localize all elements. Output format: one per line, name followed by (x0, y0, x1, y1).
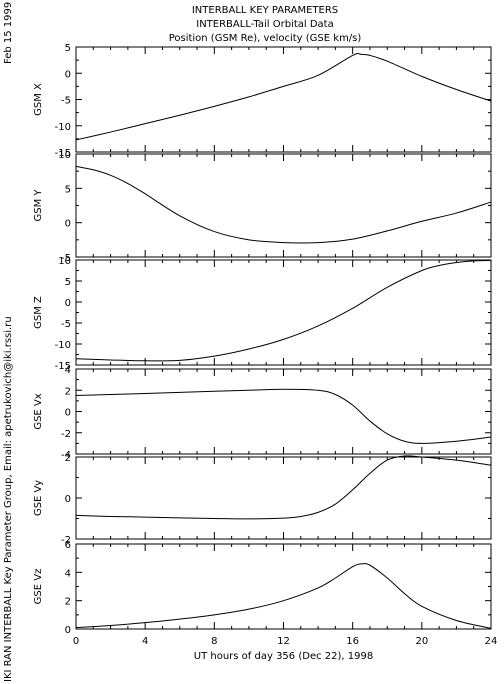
x-tick-label: 20 (415, 636, 428, 647)
y-tick-label: 5 (65, 277, 71, 288)
panel-gsm-y: 10 5 0 -5 GSM Y (33, 150, 492, 264)
y-tick-label: -15 (55, 148, 71, 159)
y-axis-label: GSM X (33, 83, 44, 116)
series-line (75, 259, 492, 362)
y-tick-label: -2 (61, 535, 71, 546)
y-tick-label: 10 (58, 256, 71, 267)
y-tick-label: 0 (65, 625, 71, 636)
series-line (75, 165, 492, 244)
y-tick-label: -5 (61, 253, 71, 264)
y-tick-label: 6 (65, 540, 71, 551)
series-line (75, 455, 492, 520)
y-tick-label: 0 (65, 298, 71, 309)
y-axis-label: GSE Vx (33, 393, 44, 429)
y-tick-label: -5 (61, 319, 71, 330)
x-tick-label: 0 (73, 636, 79, 647)
y-tick-label: -10 (55, 340, 71, 351)
y-tick-label: -5 (61, 96, 71, 107)
chart-title-line-2: INTERBALL-Tail Orbital Data (196, 19, 333, 30)
panel-frame (75, 46, 492, 153)
date-stamp: Feb 15 1999 (3, 2, 14, 64)
x-tick-label: 24 (485, 636, 498, 647)
y-tick-label: 0 (65, 408, 71, 419)
panel-frame (75, 456, 492, 540)
panels: 5 0 -5 -10 -15 GSM X 10 5 0 -5 GSM Y 10 5 0 -5 -10 -15 GS… (33, 43, 497, 662)
y-axis-label: GSE Vz (33, 569, 44, 605)
panel-frame (75, 259, 492, 366)
y-tick-label: 5 (65, 43, 71, 54)
panel-gsm-x: 5 0 -5 -10 -15 GSM X (33, 43, 492, 159)
y-tick-label: 4 (65, 365, 71, 376)
panel-gsm-z: 10 5 0 -5 -10 -15 GSM Z (33, 256, 492, 372)
y-tick-label: -4 (61, 450, 71, 461)
y-axis-label: GSM Z (33, 296, 44, 329)
y-tick-label: 10 (58, 150, 71, 161)
y-axis-label: GSM Y (33, 189, 44, 222)
chart-title-line-1: INTERBALL KEY PARAMETERS (192, 5, 338, 16)
credit-line: IKI RAN INTERBALL Key Parameter Group, E… (3, 316, 14, 682)
x-axis-label: UT hours of day 356 (Dec 22), 1998 (194, 651, 373, 662)
y-tick-label: 2 (65, 453, 71, 464)
y-axis-label: GSE Vy (33, 480, 44, 516)
y-tick-label: -2 (61, 429, 71, 440)
y-tick-label: 0 (65, 219, 71, 230)
x-tick-label: 4 (142, 636, 148, 647)
x-tick-label: 8 (211, 636, 217, 647)
chart-title-line-3: Position (GSM Re), velocity (GSE km/s) (169, 33, 362, 44)
y-tick-label: 4 (65, 568, 71, 579)
y-tick-label: 2 (65, 597, 71, 608)
x-tick-label: 12 (277, 636, 290, 647)
y-tick-label: -15 (55, 361, 71, 372)
chart-header: INTERBALL KEY PARAMETERS INTERBALL-Tail … (3, 2, 361, 682)
panel-frame (75, 543, 492, 630)
y-tick-label: -10 (55, 122, 71, 133)
series-line (75, 563, 492, 629)
panel-frame (75, 368, 492, 455)
y-tick-label: 5 (65, 184, 71, 195)
y-tick-label: 2 (65, 386, 71, 397)
y-tick-label: 0 (65, 69, 71, 80)
panel-frame (75, 153, 492, 258)
x-tick-label: 16 (346, 636, 359, 647)
series-line (75, 388, 492, 444)
series-line (75, 53, 492, 141)
y-tick-label: 0 (65, 494, 71, 505)
panel-gse-vy: 2 0 -2 GSE Vy (33, 453, 492, 546)
panel-gse-vx: 4 2 0 -2 -4 GSE Vx (33, 365, 492, 461)
